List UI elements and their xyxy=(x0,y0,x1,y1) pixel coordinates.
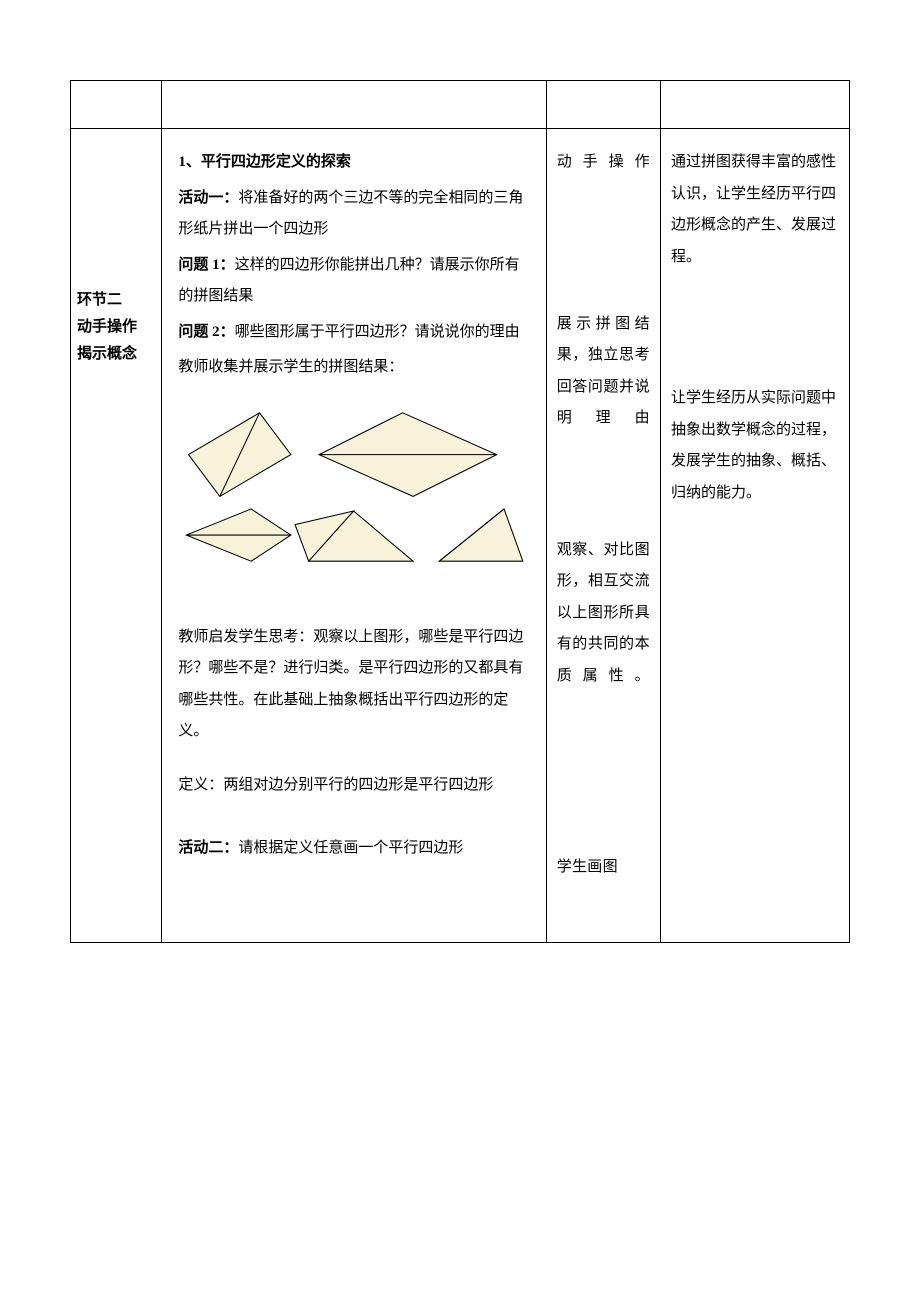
student-2: 展示拼图结果，独立思考回答问题并说明理由 xyxy=(557,309,650,435)
shape-triangle-right xyxy=(440,508,524,560)
teacher-guide-text: 教师启发学生思考：观察以上图形，哪些是平行四边形？哪些不是？进行归类。是平行四边… xyxy=(178,622,533,748)
lesson-table: 环节二 动手操作 揭示概念 1、平行四边形定义的探索 活动一：将准备好的两个三边… xyxy=(70,80,850,943)
teacher-activity-cell: 1、平行四边形定义的探索 活动一：将准备好的两个三边不等的完全相同的三角形纸片拼… xyxy=(162,129,546,943)
stage-label-1: 环节二 xyxy=(77,287,155,314)
question-2-label: 问题 2： xyxy=(178,324,234,340)
student-1: 动手操作 xyxy=(557,147,650,179)
question-2-text: 哪些图形属于平行四边形？请说说你的理由 xyxy=(235,324,520,340)
activity-2-text: 请根据定义任意画一个平行四边形 xyxy=(238,840,463,856)
document-page: 环节二 动手操作 揭示概念 1、平行四边形定义的探索 活动一：将准备好的两个三边… xyxy=(70,80,850,943)
activity-2-label: 活动二： xyxy=(178,840,238,856)
intent-2: 让学生经历从实际问题中抽象出数学概念的过程，发展学生的抽象、概括、归纳的能力。 xyxy=(671,383,839,509)
design-intent-cell: 通过拼图获得丰富的感性认识，让学生经历平行四边形概念的产生、发展过程。 让学生经… xyxy=(660,129,849,943)
student-3: 观察、对比图形，相互交流以上图形所具有的共同的本质属性。 xyxy=(557,535,650,693)
question-2: 问题 2：哪些图形属于平行四边形？请说说你的理由 xyxy=(178,317,533,349)
student-activity-cell: 动手操作 展示拼图结果，独立思考回答问题并说明理由 观察、对比图形，相互交流以上… xyxy=(546,129,660,943)
definition-text: 定义：两组对边分别平行的四边形是平行四边形 xyxy=(178,770,533,802)
heading-1: 1、平行四边形定义的探索 xyxy=(178,147,533,179)
teacher-collect-text: 教师收集并展示学生的拼图结果： xyxy=(178,352,533,384)
question-1-label: 问题 1： xyxy=(178,257,234,273)
question-1: 问题 1：这样的四边形你能拼出几种？请展示你所有的拼图结果 xyxy=(178,250,533,313)
activity-1: 活动一：将准备好的两个三边不等的完全相同的三角形纸片拼出一个四边形 xyxy=(178,183,533,246)
header-row xyxy=(71,81,850,129)
shapes-figure xyxy=(178,394,533,572)
activity-2: 活动二：请根据定义任意画一个平行四边形 xyxy=(178,833,533,865)
stage-label-3: 揭示概念 xyxy=(77,341,155,368)
student-4: 学生画图 xyxy=(557,852,650,884)
activity-1-label: 活动一： xyxy=(178,190,238,206)
stage-cell: 环节二 动手操作 揭示概念 xyxy=(71,129,162,943)
content-row: 环节二 动手操作 揭示概念 1、平行四边形定义的探索 活动一：将准备好的两个三边… xyxy=(71,129,850,943)
intent-1: 通过拼图获得丰富的感性认识，让学生经历平行四边形概念的产生、发展过程。 xyxy=(671,147,839,273)
stage-label-2: 动手操作 xyxy=(77,314,155,341)
